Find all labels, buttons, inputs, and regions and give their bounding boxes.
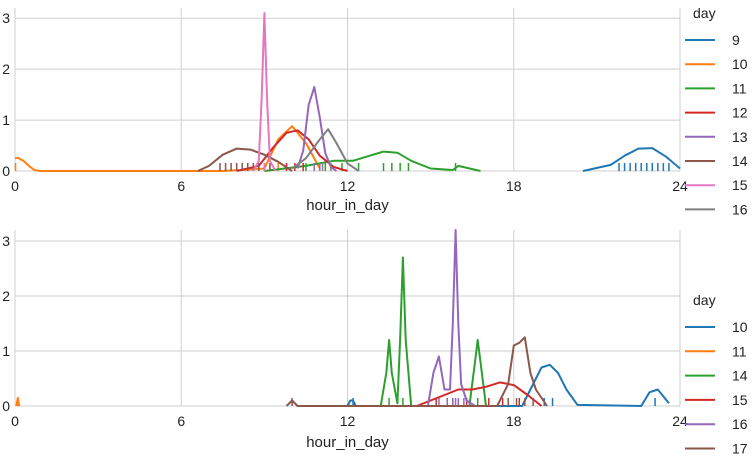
legend-item-day-16: 16 xyxy=(685,201,748,217)
rug-day-16 xyxy=(438,398,465,406)
legend-item-day-10: 10 xyxy=(685,56,748,72)
legend-label: 17 xyxy=(732,441,748,456)
rug-day-16 xyxy=(321,163,332,171)
x-axis-title: hour_in_day xyxy=(306,434,389,451)
legend-label: 12 xyxy=(732,105,748,121)
legend-item-day-15: 15 xyxy=(685,392,748,408)
x-tick-label: 12 xyxy=(340,413,356,429)
y-tick-label: 3 xyxy=(2,10,10,26)
rug-day-9 xyxy=(618,163,670,171)
x-tick-label: 18 xyxy=(506,178,522,194)
legend-label: 10 xyxy=(732,56,748,72)
series-line-day-11 xyxy=(15,396,21,407)
legend-item-day-11: 11 xyxy=(685,343,747,359)
x-tick-label: 24 xyxy=(672,413,688,429)
legend-item-day-17: 17 xyxy=(685,441,748,456)
legend-item-day-16: 16 xyxy=(685,416,748,432)
grid xyxy=(14,8,681,172)
y-tick-label: 2 xyxy=(2,61,10,77)
legend-label: 11 xyxy=(732,80,747,96)
x-tick-label: 0 xyxy=(11,413,19,429)
series-line-day-9 xyxy=(582,147,681,172)
legend-item-day-14: 14 xyxy=(685,153,748,169)
legend-item-day-14: 14 xyxy=(685,368,748,384)
rug-day-17 xyxy=(291,398,534,406)
legend-title: day xyxy=(693,5,716,21)
y-tick-label: 1 xyxy=(2,343,10,359)
legend-item-day-9: 9 xyxy=(685,32,740,48)
grid xyxy=(14,230,681,407)
legend-label: 16 xyxy=(732,201,748,217)
legend: day 9 10 11 12 13 14 15 16 xyxy=(685,5,748,217)
x-tick-label: 18 xyxy=(506,413,522,429)
x-tick-label: 12 xyxy=(340,178,356,194)
legend-label: 14 xyxy=(732,368,748,384)
rug-day-14 xyxy=(388,398,479,406)
legend-label: 15 xyxy=(732,392,748,408)
rug-day-13 xyxy=(313,163,321,171)
y-tick-label: 0 xyxy=(2,398,10,414)
series-line-day-10 xyxy=(346,363,670,407)
legend-item-day-13: 13 xyxy=(685,129,748,145)
x-axis-title: hour_in_day xyxy=(306,197,389,214)
series-lines xyxy=(14,12,681,172)
series-line-day-16 xyxy=(291,128,360,172)
legend-item-day-10: 10 xyxy=(685,319,748,335)
series-line-day-16 xyxy=(426,229,476,407)
series-lines xyxy=(15,229,670,407)
x-tick-label: 6 xyxy=(177,413,185,429)
legend-label: 10 xyxy=(732,319,748,335)
legend-item-day-12: 12 xyxy=(685,105,748,121)
series-line-day-14 xyxy=(379,256,487,407)
x-tick-label: 6 xyxy=(177,178,185,194)
series-line-day-17 xyxy=(285,336,548,407)
series-line-day-13 xyxy=(296,86,337,172)
legend-label: 15 xyxy=(732,177,748,193)
series-line-day-10 xyxy=(14,125,321,172)
series-line-day-15 xyxy=(416,381,543,407)
legend-label: 11 xyxy=(732,343,747,359)
legend-label: 14 xyxy=(732,153,748,169)
chart-top: 0 6 12 18 240123hour_in_dayday91011121314151… xyxy=(2,5,748,217)
legend-item-day-15: 15 xyxy=(685,177,748,193)
legend-label: 9 xyxy=(732,32,740,48)
y-tick-label: 2 xyxy=(2,288,10,304)
series-line-day-15 xyxy=(252,12,277,172)
legend-item-day-11: 11 xyxy=(685,80,747,96)
x-tick-label: 0 xyxy=(11,178,19,194)
legend-title: day xyxy=(693,292,716,308)
y-tick-label: 1 xyxy=(2,112,10,128)
y-tick-label: 3 xyxy=(2,233,10,249)
x-tick-label: 24 xyxy=(672,178,688,194)
rug-day-11 xyxy=(305,163,457,171)
y-tick-label: 0 xyxy=(2,163,10,179)
legend-label: 16 xyxy=(732,416,748,432)
legend-label: 13 xyxy=(732,129,748,145)
legend: day 10 11 14 15 16 17 xyxy=(685,292,748,456)
series-line-day-14 xyxy=(197,147,293,172)
